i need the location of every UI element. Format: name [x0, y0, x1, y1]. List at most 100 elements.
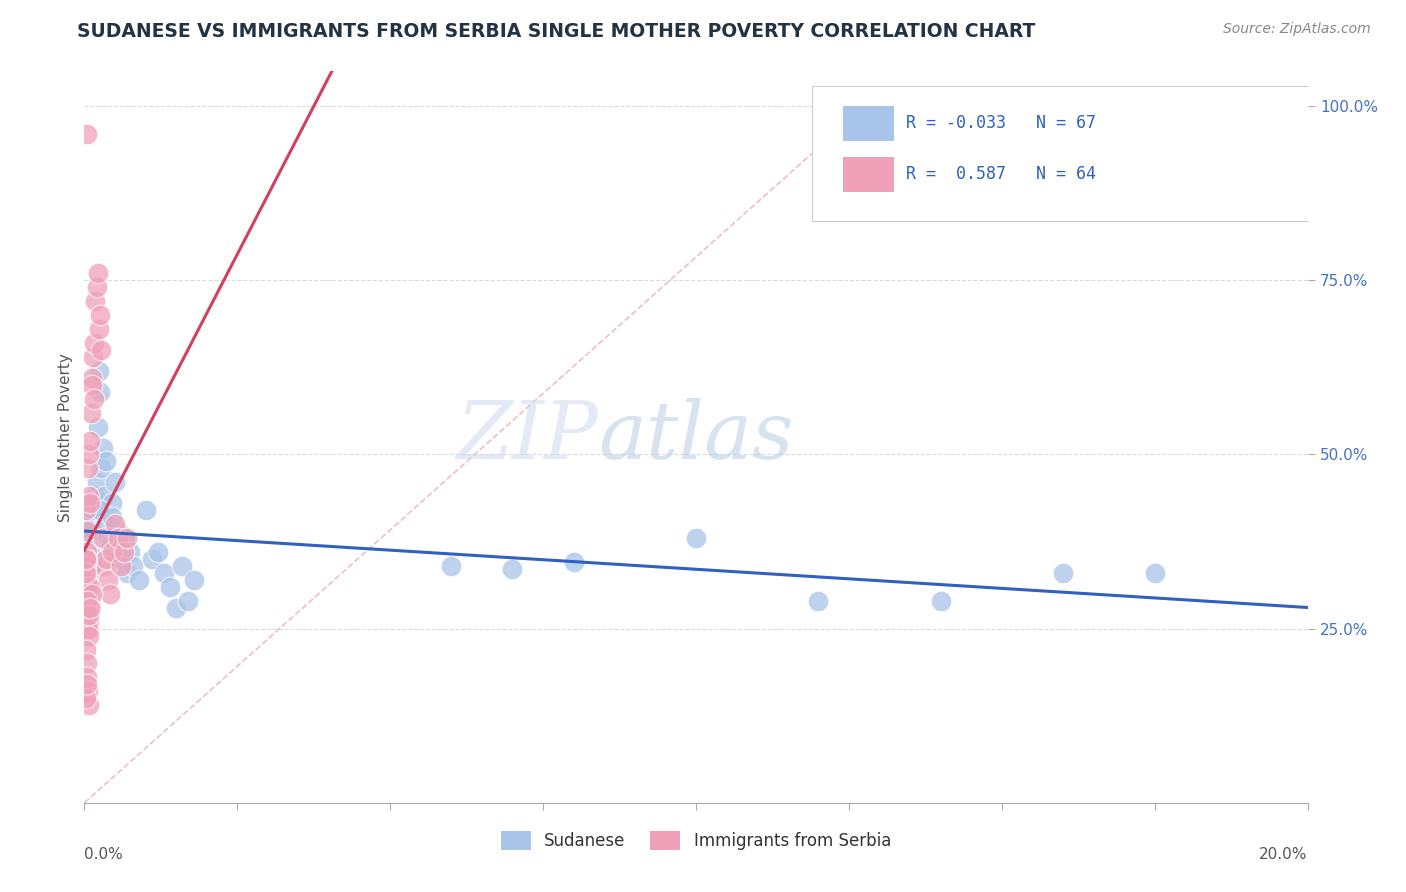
Point	[76, 545, 98, 559]
Point	[79, 496, 101, 510]
Point	[93, 489, 115, 503]
Point	[83, 496, 105, 510]
Point	[90, 461, 112, 475]
Point	[82, 524, 104, 538]
Point	[80, 600, 103, 615]
Point	[86, 280, 108, 294]
Point	[89, 384, 111, 399]
Point	[79, 558, 101, 573]
Point	[75, 549, 97, 563]
Point	[77, 556, 100, 570]
Text: 20.0%: 20.0%	[1260, 847, 1308, 862]
Point	[77, 448, 100, 462]
Point	[120, 545, 142, 559]
FancyBboxPatch shape	[813, 86, 1320, 221]
Point	[90, 343, 112, 357]
Point	[177, 594, 200, 608]
Point	[82, 549, 104, 563]
Point	[76, 607, 98, 622]
Point	[76, 127, 98, 141]
Point	[77, 607, 100, 622]
Point	[75, 691, 97, 706]
Point	[107, 531, 129, 545]
Point	[159, 580, 181, 594]
Point	[77, 629, 100, 643]
Point	[77, 615, 100, 629]
Point	[75, 566, 97, 580]
Point	[75, 549, 97, 563]
Point	[87, 322, 110, 336]
Point	[77, 552, 100, 566]
Point	[76, 517, 98, 532]
Point	[76, 558, 98, 573]
Point	[122, 558, 145, 573]
Point	[502, 562, 524, 576]
Point	[79, 434, 101, 448]
Point	[94, 454, 117, 468]
Point	[75, 573, 97, 587]
Point	[104, 517, 127, 532]
Point	[101, 510, 124, 524]
Point	[82, 377, 104, 392]
Point	[75, 558, 97, 573]
Point	[97, 573, 120, 587]
Point	[76, 580, 98, 594]
Text: ZIP: ZIP	[457, 399, 598, 475]
Text: SUDANESE VS IMMIGRANTS FROM SERBIA SINGLE MOTHER POVERTY CORRELATION CHART: SUDANESE VS IMMIGRANTS FROM SERBIA SINGL…	[77, 22, 1036, 41]
Point	[76, 587, 98, 601]
Point	[75, 538, 97, 552]
Point	[76, 600, 98, 615]
Point	[97, 531, 120, 545]
Point	[172, 558, 194, 573]
Point	[82, 503, 104, 517]
Point	[91, 441, 114, 455]
Point	[807, 594, 830, 608]
Point	[83, 336, 105, 351]
Point	[101, 545, 124, 559]
Point	[76, 600, 98, 615]
Point	[76, 594, 98, 608]
Point	[76, 552, 98, 566]
Point	[94, 517, 117, 532]
Point	[80, 406, 103, 420]
Text: R = -0.033   N = 67: R = -0.033 N = 67	[907, 113, 1097, 131]
Point	[84, 294, 107, 309]
Point	[77, 622, 100, 636]
Text: atlas: atlas	[598, 399, 793, 475]
Bar	[842, 157, 894, 192]
Point	[76, 524, 98, 538]
Point	[94, 552, 117, 566]
Text: Source: ZipAtlas.com: Source: ZipAtlas.com	[1223, 22, 1371, 37]
Point	[110, 552, 132, 566]
Point	[1143, 566, 1166, 580]
Point	[87, 419, 110, 434]
Point	[87, 364, 110, 378]
Point	[98, 587, 121, 601]
Text: 0.0%: 0.0%	[84, 847, 124, 862]
Point	[80, 552, 103, 566]
Point	[929, 594, 952, 608]
Point	[1052, 566, 1074, 580]
Point	[112, 545, 135, 559]
Point	[91, 531, 114, 545]
Point	[83, 392, 105, 406]
Point	[107, 524, 129, 538]
Point	[75, 594, 97, 608]
Point	[165, 600, 187, 615]
Point	[115, 566, 138, 580]
Legend: Sudanese, Immigrants from Serbia: Sudanese, Immigrants from Serbia	[494, 824, 898, 856]
Point	[80, 587, 103, 601]
Point	[80, 510, 103, 524]
Point	[77, 622, 100, 636]
Point	[562, 556, 585, 570]
Point	[75, 521, 97, 535]
Point	[77, 566, 100, 580]
Point	[80, 371, 103, 385]
Y-axis label: Single Mother Poverty: Single Mother Poverty	[58, 352, 73, 522]
Point	[110, 558, 132, 573]
Point	[76, 657, 98, 671]
Bar	[842, 106, 894, 141]
Point	[76, 541, 98, 556]
Point	[93, 558, 115, 573]
Point	[87, 266, 110, 280]
